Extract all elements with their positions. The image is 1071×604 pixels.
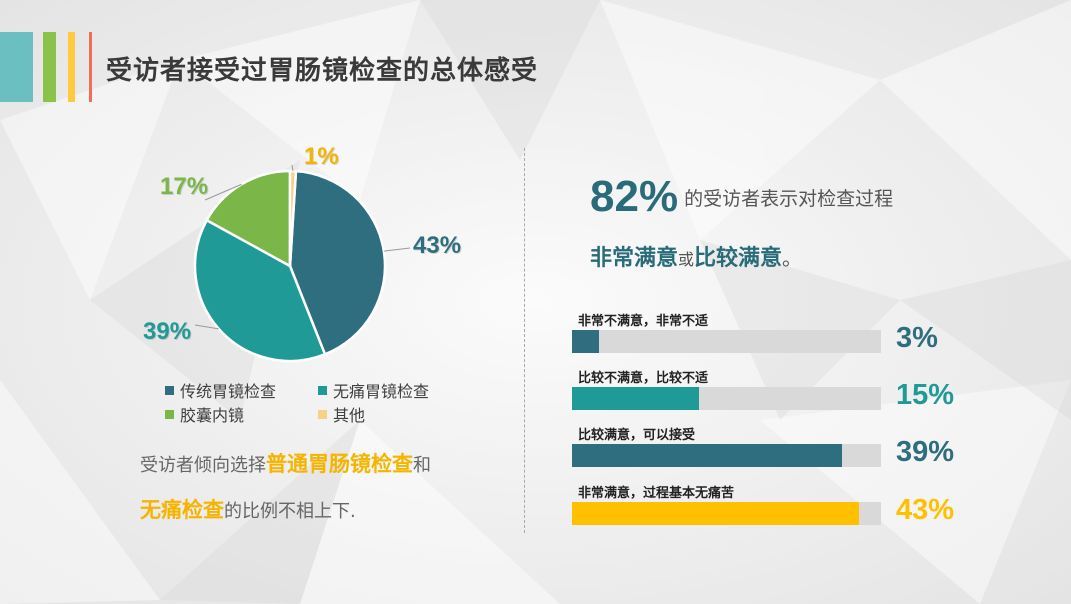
headline-text: 的受访者表示对检查过程 <box>684 188 894 210</box>
pie-leader-line-traditional <box>383 247 411 252</box>
legend-item-traditional: 传统胃镜检查 <box>165 378 276 402</box>
bar-label-1: 非常不满意，非常不适 <box>578 314 709 329</box>
note-text-1: 受访者倾向选择 <box>140 455 266 476</box>
bar-fill-1 <box>572 330 599 353</box>
legend-label-painless: 无痛胃镜检查 <box>333 382 430 401</box>
deco-bar-yellow <box>68 32 75 102</box>
headline-fairly-satisfied: 比较满意 <box>694 246 783 271</box>
bar-label-3: 比较满意，可以接受 <box>578 428 696 443</box>
pie-slice-capsule <box>205 169 292 269</box>
pie-leader-line-capsule <box>204 183 242 201</box>
legend-item-painless: 无痛胃镜检查 <box>318 378 429 402</box>
legend-swatch-traditional <box>165 385 174 395</box>
note-highlight-1: 普通胃肠镜检查 <box>266 452 413 476</box>
pie-chart <box>193 164 411 363</box>
headline-period: 。 <box>782 246 803 270</box>
title-color-bars <box>0 32 100 102</box>
legend-item-other: 其他 <box>318 402 365 426</box>
legend-label-other: 其他 <box>333 406 366 425</box>
legend-label-traditional: 传统胃镜检查 <box>180 382 277 401</box>
pie-leader-line-painless <box>194 324 219 330</box>
summary-note: 受访者倾向选择普通胃肠镜检查和 无痛检查的比例不相上下. <box>140 442 431 534</box>
pie-label-capsule: 17% <box>160 173 209 200</box>
note-highlight-2: 无痛检查 <box>140 498 224 522</box>
bar-label-2: 比较不满意，比较不适 <box>578 371 709 386</box>
bar-row-1: 非常不满意，非常不适 3% <box>572 310 952 366</box>
note-text-2: 和 <box>413 455 431 476</box>
bar-row-2: 比较不满意，比较不适 15% <box>572 367 955 423</box>
bar-row-4: 非常满意，过程基本无痛苦 43% <box>572 482 955 538</box>
bar-label-4: 非常满意，过程基本无痛苦 <box>578 486 735 501</box>
bar-fill-3 <box>572 444 842 467</box>
bar-fill-2 <box>572 387 699 410</box>
bar-track-3 <box>572 444 881 467</box>
bar-value-2: 15% <box>896 379 955 411</box>
pie-slice-other <box>288 169 298 267</box>
headline-stat: 82% 的受访者表示对检查过程 <box>590 172 893 222</box>
legend-swatch-capsule <box>165 409 174 419</box>
bar-track-2 <box>572 387 881 410</box>
pie-leader-line-other <box>291 164 294 172</box>
pie-label-other: 1% <box>304 143 339 170</box>
deco-bar-red <box>89 32 92 102</box>
bar-value-1: 3% <box>896 322 938 354</box>
bar-row-3: 比较满意，可以接受 39% <box>572 424 955 480</box>
bar-value-3: 39% <box>896 436 955 468</box>
note-text-3: 的比例不相上下. <box>224 501 356 522</box>
bar-fill-4 <box>572 502 859 525</box>
bar-track-1 <box>572 330 881 353</box>
deco-bar-teal <box>0 32 33 102</box>
headline-satisfaction: 非常满意或比较满意。 <box>590 240 802 272</box>
legend-label-capsule: 胶囊内镜 <box>180 406 245 425</box>
headline-very-satisfied: 非常满意 <box>590 246 679 271</box>
bar-track-4 <box>572 502 881 525</box>
pie-slice-painless <box>193 218 327 363</box>
deco-bar-green <box>43 32 56 102</box>
legend-swatch-painless <box>318 385 327 395</box>
legend-swatch-other <box>318 409 327 419</box>
headline-or: 或 <box>678 250 695 269</box>
pie-label-painless: 39% <box>143 318 192 345</box>
legend-item-capsule: 胶囊内镜 <box>165 402 244 426</box>
pie-label-traditional: 43% <box>413 232 462 259</box>
slide-title: 受访者接受过胃肠镜检查的总体感受 <box>106 56 539 86</box>
bar-value-4: 43% <box>896 494 955 526</box>
headline-percent: 82% <box>590 172 679 221</box>
section-divider <box>524 148 525 533</box>
